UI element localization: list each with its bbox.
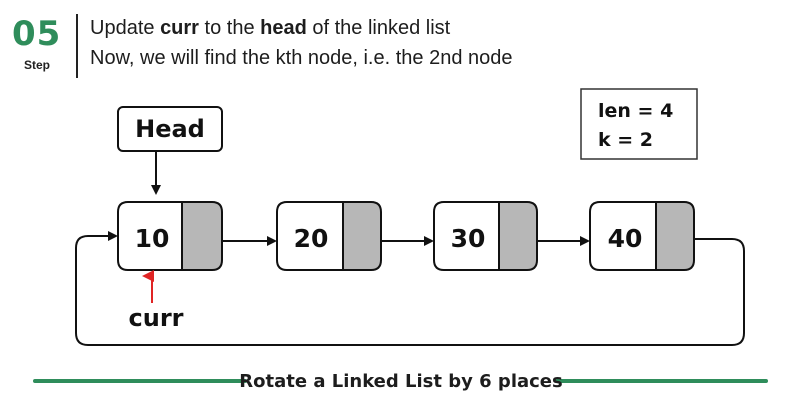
description-part: to the xyxy=(198,17,261,39)
node-value: 30 xyxy=(451,224,486,253)
k-text: k = 2 xyxy=(598,129,653,151)
node-value: 10 xyxy=(135,224,170,253)
description-part: Update xyxy=(90,17,161,39)
description-part-bold: head xyxy=(260,17,307,39)
list-node-40: 40 xyxy=(589,201,695,271)
step-divider xyxy=(76,14,78,78)
description-line-2: Now, we will find the kth node, i.e. the… xyxy=(90,47,513,69)
len-text: len = 4 xyxy=(598,100,673,122)
node-value: 40 xyxy=(608,224,643,253)
description-part: of the linked list xyxy=(306,17,451,39)
caption: Rotate a Linked List by 6 places xyxy=(239,371,562,392)
head-label-text: Head xyxy=(135,115,205,143)
description-part-bold: curr xyxy=(160,17,199,39)
list-node-10: 10 xyxy=(117,201,223,271)
circular-link-arrow xyxy=(75,231,745,346)
step-label: Step xyxy=(24,58,51,72)
step-number: 05 xyxy=(12,14,62,54)
head-pointer-label: Head xyxy=(117,106,223,152)
description-line-1: Update curr to the head of the linked li… xyxy=(90,17,450,40)
list-node-30: 30 xyxy=(433,201,538,271)
node-value: 20 xyxy=(294,224,329,253)
info-box: len = 4 k = 2 xyxy=(580,88,698,160)
curr-label: curr xyxy=(129,304,184,332)
list-node-20: 20 xyxy=(276,201,382,271)
